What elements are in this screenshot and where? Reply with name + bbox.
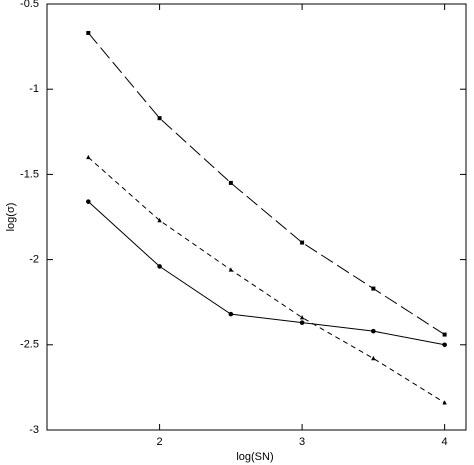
series-line [87, 201, 445, 346]
marker [300, 240, 305, 245]
marker [371, 328, 376, 334]
marker [442, 400, 447, 405]
marker [157, 116, 162, 121]
marker [371, 286, 376, 291]
y-axis-label: log(σ) [5, 203, 17, 232]
marker [86, 154, 91, 160]
series-line [87, 32, 445, 335]
y-tick-label: -2.5 [20, 339, 39, 351]
marker [442, 332, 447, 337]
plot-frame [46, 3, 467, 431]
x-tick-label: 4 [442, 436, 448, 448]
marker [442, 342, 447, 348]
marker [228, 180, 233, 185]
x-axis-label: log(SN) [236, 451, 273, 463]
x-tick-label: 3 [299, 436, 305, 448]
y-tick-label: -3 [29, 424, 39, 436]
marker [86, 199, 91, 204]
marker [157, 217, 162, 223]
marker [157, 264, 162, 269]
x-tick-label: 2 [157, 436, 163, 448]
marker [228, 267, 234, 272]
y-tick-label: -0.5 [20, 0, 39, 10]
marker [299, 320, 305, 325]
y-tick-label: -2 [29, 254, 39, 266]
series-line [87, 156, 445, 404]
marker [371, 355, 376, 361]
y-tick-label: -1.5 [20, 168, 39, 180]
marker [299, 315, 305, 320]
y-tick-label: -1 [29, 83, 39, 95]
marker [228, 311, 234, 317]
marker [86, 30, 91, 35]
